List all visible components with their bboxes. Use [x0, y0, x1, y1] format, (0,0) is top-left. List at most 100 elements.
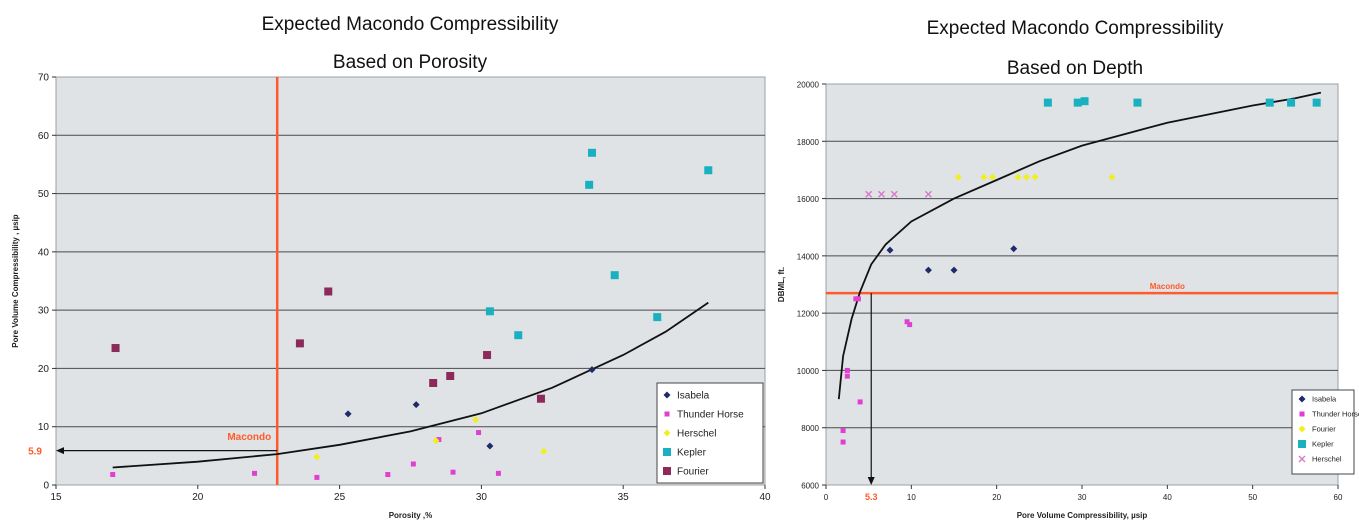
legend-item: Fourier: [663, 467, 709, 478]
y-tick-label: 0: [43, 481, 49, 492]
y-tick-label: 60: [38, 131, 50, 142]
series-thunder-horse: [110, 430, 501, 480]
y-tick-label: 10: [38, 422, 50, 433]
series-isabela: [344, 366, 596, 450]
legend-marker: [663, 391, 671, 399]
legend: Isabela Thunder Horse Herschel Kepler Fourie…: [656, 382, 764, 484]
legend-label: Kepler: [677, 448, 707, 459]
legend-label: Fourier: [1312, 425, 1336, 434]
data-point: [1073, 98, 1082, 107]
data-point: [585, 180, 594, 189]
macondo-label: Macondo: [1150, 282, 1185, 291]
data-point: [877, 190, 885, 198]
x-tick-label: 35: [618, 492, 630, 503]
data-point: [410, 461, 416, 467]
data-point: [252, 470, 258, 476]
series-isabela: [886, 245, 1018, 274]
plot-area: [825, 83, 1339, 486]
legend-marker: [663, 467, 671, 475]
data-point: [295, 339, 304, 348]
data-point: [950, 266, 958, 274]
chart-1: 0 10 20 30 40 50 60 70 15 20 25 30 35 40 Porosity ,% Po…: [11, 73, 771, 521]
y-tick-label: 8000: [801, 424, 819, 433]
y-axis-label: Pore Volume Compressibility , µsip: [11, 214, 20, 347]
data-point: [472, 416, 480, 424]
legend-label: Isabela: [677, 391, 710, 402]
data-point: [980, 173, 988, 181]
data-point: [890, 190, 898, 198]
data-point: [857, 399, 863, 405]
data-point: [446, 372, 455, 381]
data-point: [1133, 98, 1142, 107]
y-tick-label: 14000: [797, 252, 820, 261]
legend-marker: [663, 429, 671, 437]
data-point: [514, 331, 523, 340]
series-kepler: [485, 148, 713, 340]
data-point: [1023, 173, 1031, 181]
y-tick-label: 50: [38, 189, 50, 200]
x-tick-label: 25: [334, 492, 346, 503]
x-tick-label: 30: [1078, 493, 1087, 502]
data-point: [865, 190, 873, 198]
chart1-subtitle: Based on Porosity: [332, 52, 488, 73]
data-point: [385, 472, 391, 478]
data-point: [1108, 173, 1116, 181]
legend-box: [656, 382, 764, 484]
chart-2: 6000 8000 10000 12000 14000 16000 18000 20000 0 1…: [777, 81, 1359, 521]
y-tick-label: 20: [38, 364, 50, 375]
data-point: [704, 166, 713, 175]
data-point: [536, 394, 545, 403]
legend-label: Fourier: [677, 467, 709, 478]
legend-marker: [1299, 411, 1305, 417]
data-point: [412, 401, 420, 409]
y-tick-label: 16000: [797, 195, 820, 204]
data-point: [1010, 245, 1018, 253]
legend-marker: [664, 411, 670, 417]
data-point: [344, 410, 352, 418]
annotation-arrowhead: [867, 477, 875, 485]
legend-label: Herschel: [677, 429, 716, 440]
annotation-arrowhead: [56, 447, 64, 455]
data-point: [904, 319, 910, 325]
data-point: [954, 173, 962, 181]
data-point: [1265, 98, 1274, 107]
legend-item: Isabela: [663, 391, 710, 402]
x-tick-label: 20: [192, 492, 204, 503]
data-point: [853, 296, 859, 302]
legend: Isabela Thunder Horse Fourier Kepler Hersche…: [1291, 389, 1359, 475]
x-axis-label: Pore Volume Compressibility, µsip: [1017, 511, 1148, 520]
legend-item: Kepler: [1298, 440, 1334, 449]
data-point: [324, 287, 333, 296]
legend-item: Fourier: [1298, 425, 1336, 434]
data-point: [483, 351, 492, 360]
legend-label: Thunder Horse: [677, 410, 744, 421]
data-point: [840, 439, 846, 445]
data-point: [111, 344, 120, 353]
legend-item: Thunder Horse: [664, 410, 744, 421]
data-point: [1080, 97, 1089, 106]
series-thunder-horse: [840, 296, 913, 445]
legend-label: Kepler: [1312, 440, 1334, 449]
data-point: [1031, 173, 1039, 181]
legend-marker: [1298, 455, 1306, 463]
data-point: [495, 470, 501, 476]
legend-label: Thunder Horse: [1312, 410, 1359, 419]
data-point: [476, 430, 482, 436]
data-point: [653, 313, 662, 322]
y-tick-label: 70: [38, 73, 50, 84]
y-tick-label: 20000: [797, 81, 820, 90]
data-point: [485, 307, 494, 316]
y-tick-label: 30: [38, 306, 50, 317]
data-point: [313, 453, 321, 461]
chart2-subtitle: Based on Depth: [1006, 58, 1144, 79]
x-tick-label: 10: [907, 493, 916, 502]
x-tick-label: 0: [824, 493, 829, 502]
data-point: [924, 266, 932, 274]
chart1-title: Expected Macondo Compressibility: [261, 14, 559, 35]
y-tick-label: 40: [38, 247, 50, 258]
data-point: [436, 437, 442, 443]
x-tick-label: 20: [992, 493, 1001, 502]
data-point: [110, 472, 116, 478]
macondo-label: Macondo: [227, 432, 271, 443]
chart2-title: Expected Macondo Compressibility: [926, 18, 1224, 39]
